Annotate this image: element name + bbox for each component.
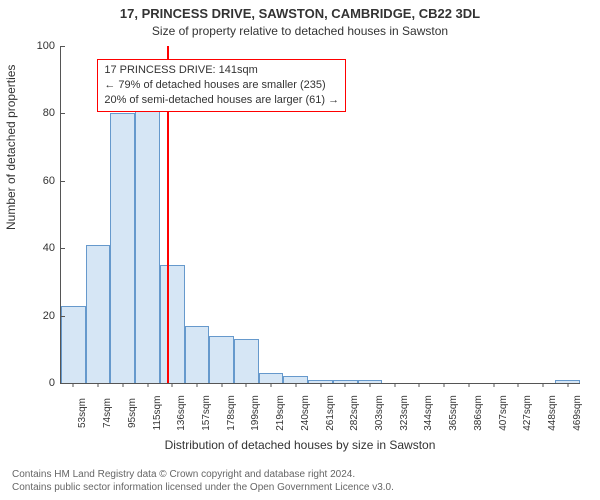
footer-line2: Contains public sector information licen…: [12, 481, 394, 494]
bar: [259, 373, 284, 383]
annotation-line: 20% of semi-detached houses are larger (…: [104, 93, 339, 108]
x-tick: 427sqm: [518, 395, 533, 431]
x-tick: 199sqm: [246, 395, 261, 431]
y-tick: 60: [43, 175, 61, 187]
x-tick-mark: [147, 383, 148, 387]
x-tick: 365sqm: [444, 395, 459, 431]
x-tick: 261sqm: [321, 395, 336, 431]
x-tick-mark: [542, 383, 543, 387]
x-tick-mark: [419, 383, 420, 387]
x-tick-mark: [518, 383, 519, 387]
x-tick: 53sqm: [73, 398, 88, 428]
bar: [283, 376, 308, 383]
annotation-box: 17 PRINCESS DRIVE: 141sqm← 79% of detach…: [97, 59, 346, 112]
x-tick: 323sqm: [395, 395, 410, 431]
bar: [110, 113, 135, 383]
x-tick-mark: [394, 383, 395, 387]
x-tick: 386sqm: [469, 395, 484, 431]
bar: [135, 97, 160, 383]
x-tick-mark: [246, 383, 247, 387]
x-tick-mark: [493, 383, 494, 387]
x-axis-label: Distribution of detached houses by size …: [0, 438, 600, 452]
bar: [234, 339, 259, 383]
x-tick-mark: [172, 383, 173, 387]
x-tick-mark: [196, 383, 197, 387]
x-tick: 303sqm: [370, 395, 385, 431]
footer-line1: Contains HM Land Registry data © Crown c…: [12, 468, 394, 481]
y-axis-label: Number of detached properties: [4, 65, 18, 230]
x-tick-mark: [73, 383, 74, 387]
y-tick: 80: [43, 107, 61, 119]
chart-container: 17, PRINCESS DRIVE, SAWSTON, CAMBRIDGE, …: [0, 0, 600, 500]
y-tick: 40: [43, 242, 61, 254]
x-tick-mark: [345, 383, 346, 387]
annotation-line: ← 79% of detached houses are smaller (23…: [104, 78, 339, 93]
x-tick: 74sqm: [98, 398, 113, 428]
annotation-line: 17 PRINCESS DRIVE: 141sqm: [104, 63, 339, 78]
x-tick: 219sqm: [271, 395, 286, 431]
x-tick: 115sqm: [148, 396, 163, 431]
x-tick-mark: [295, 383, 296, 387]
bar: [160, 265, 185, 383]
x-tick-mark: [369, 383, 370, 387]
x-tick-mark: [221, 383, 222, 387]
x-tick: 240sqm: [296, 395, 311, 431]
bar: [86, 245, 111, 383]
y-tick: 100: [37, 40, 61, 52]
x-tick-mark: [444, 383, 445, 387]
x-tick: 95sqm: [123, 398, 138, 428]
x-tick: 407sqm: [494, 395, 509, 431]
bar: [209, 336, 234, 383]
y-tick: 20: [43, 310, 61, 322]
x-tick: 282sqm: [345, 395, 360, 431]
x-tick: 448sqm: [543, 395, 558, 431]
plot-area: 17 PRINCESS DRIVE: 141sqm← 79% of detach…: [60, 46, 580, 384]
x-tick: 136sqm: [172, 395, 187, 431]
chart-title-line1: 17, PRINCESS DRIVE, SAWSTON, CAMBRIDGE, …: [0, 6, 600, 21]
x-tick-mark: [122, 383, 123, 387]
x-tick: 344sqm: [419, 395, 434, 431]
chart-title-line2: Size of property relative to detached ho…: [0, 24, 600, 38]
x-tick: 178sqm: [222, 395, 237, 431]
x-tick-mark: [320, 383, 321, 387]
x-tick-mark: [468, 383, 469, 387]
footer: Contains HM Land Registry data © Crown c…: [12, 468, 394, 494]
x-tick-mark: [98, 383, 99, 387]
x-tick-mark: [567, 383, 568, 387]
x-tick: 157sqm: [197, 395, 212, 431]
y-tick: 0: [49, 377, 61, 389]
bar: [185, 326, 210, 383]
x-tick-mark: [271, 383, 272, 387]
x-tick: 469sqm: [568, 395, 583, 431]
bar: [61, 306, 86, 384]
